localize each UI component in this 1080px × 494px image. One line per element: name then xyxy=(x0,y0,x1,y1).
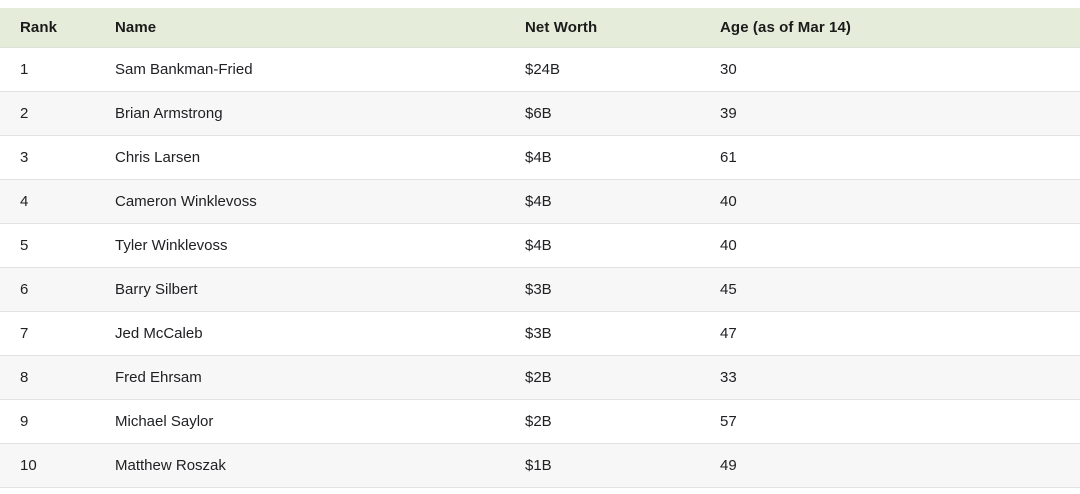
cell-rank: 4 xyxy=(0,179,95,224)
column-header-name: Name xyxy=(95,8,505,48)
cell-net-worth: $1B xyxy=(505,443,700,488)
cell-rank: 10 xyxy=(0,443,95,488)
column-header-age: Age (as of Mar 14) xyxy=(700,8,1080,48)
cell-rank: 6 xyxy=(0,267,95,312)
cell-name: Cameron Winklevoss xyxy=(95,179,505,224)
cell-age: 30 xyxy=(700,47,1080,92)
billionaires-table: Rank Name Net Worth Age (as of Mar 14) 1… xyxy=(0,8,1080,488)
cell-name: Fred Ehrsam xyxy=(95,355,505,400)
cell-net-worth: $4B xyxy=(505,179,700,224)
table-row: 10 Matthew Roszak $1B 49 xyxy=(0,443,1080,488)
cell-net-worth: $2B xyxy=(505,399,700,444)
cell-rank: 5 xyxy=(0,223,95,268)
cell-net-worth: $6B xyxy=(505,91,700,136)
cell-rank: 3 xyxy=(0,135,95,180)
cell-age: 33 xyxy=(700,355,1080,400)
table-row: 8 Fred Ehrsam $2B 33 xyxy=(0,355,1080,400)
cell-name: Jed McCaleb xyxy=(95,311,505,356)
cell-net-worth: $4B xyxy=(505,223,700,268)
cell-age: 49 xyxy=(700,443,1080,488)
column-header-net-worth: Net Worth xyxy=(505,8,700,48)
cell-name: Tyler Winklevoss xyxy=(95,223,505,268)
table-row: 1 Sam Bankman-Fried $24B 30 xyxy=(0,47,1080,92)
cell-name: Sam Bankman-Fried xyxy=(95,47,505,92)
cell-name: Michael Saylor xyxy=(95,399,505,444)
cell-net-worth: $3B xyxy=(505,311,700,356)
cell-net-worth: $2B xyxy=(505,355,700,400)
column-header-rank: Rank xyxy=(0,8,95,48)
table-row: 5 Tyler Winklevoss $4B 40 xyxy=(0,223,1080,268)
cell-rank: 1 xyxy=(0,47,95,92)
table-row: 7 Jed McCaleb $3B 47 xyxy=(0,311,1080,356)
cell-age: 40 xyxy=(700,179,1080,224)
table-body: 1 Sam Bankman-Fried $24B 30 2 Brian Arms… xyxy=(0,47,1080,488)
cell-rank: 7 xyxy=(0,311,95,356)
table-row: 4 Cameron Winklevoss $4B 40 xyxy=(0,179,1080,224)
cell-rank: 9 xyxy=(0,399,95,444)
cell-name: Brian Armstrong xyxy=(95,91,505,136)
header-row: Rank Name Net Worth Age (as of Mar 14) xyxy=(0,8,1080,48)
table-header: Rank Name Net Worth Age (as of Mar 14) xyxy=(0,8,1080,48)
cell-name: Barry Silbert xyxy=(95,267,505,312)
cell-rank: 8 xyxy=(0,355,95,400)
cell-age: 45 xyxy=(700,267,1080,312)
table-row: 2 Brian Armstrong $6B 39 xyxy=(0,91,1080,136)
cell-net-worth: $24B xyxy=(505,47,700,92)
cell-age: 57 xyxy=(700,399,1080,444)
cell-age: 47 xyxy=(700,311,1080,356)
cell-net-worth: $3B xyxy=(505,267,700,312)
cell-net-worth: $4B xyxy=(505,135,700,180)
cell-name: Chris Larsen xyxy=(95,135,505,180)
table-row: 3 Chris Larsen $4B 61 xyxy=(0,135,1080,180)
table-row: 9 Michael Saylor $2B 57 xyxy=(0,399,1080,444)
cell-age: 40 xyxy=(700,223,1080,268)
cell-rank: 2 xyxy=(0,91,95,136)
cell-age: 61 xyxy=(700,135,1080,180)
table-row: 6 Barry Silbert $3B 45 xyxy=(0,267,1080,312)
cell-age: 39 xyxy=(700,91,1080,136)
cell-name: Matthew Roszak xyxy=(95,443,505,488)
